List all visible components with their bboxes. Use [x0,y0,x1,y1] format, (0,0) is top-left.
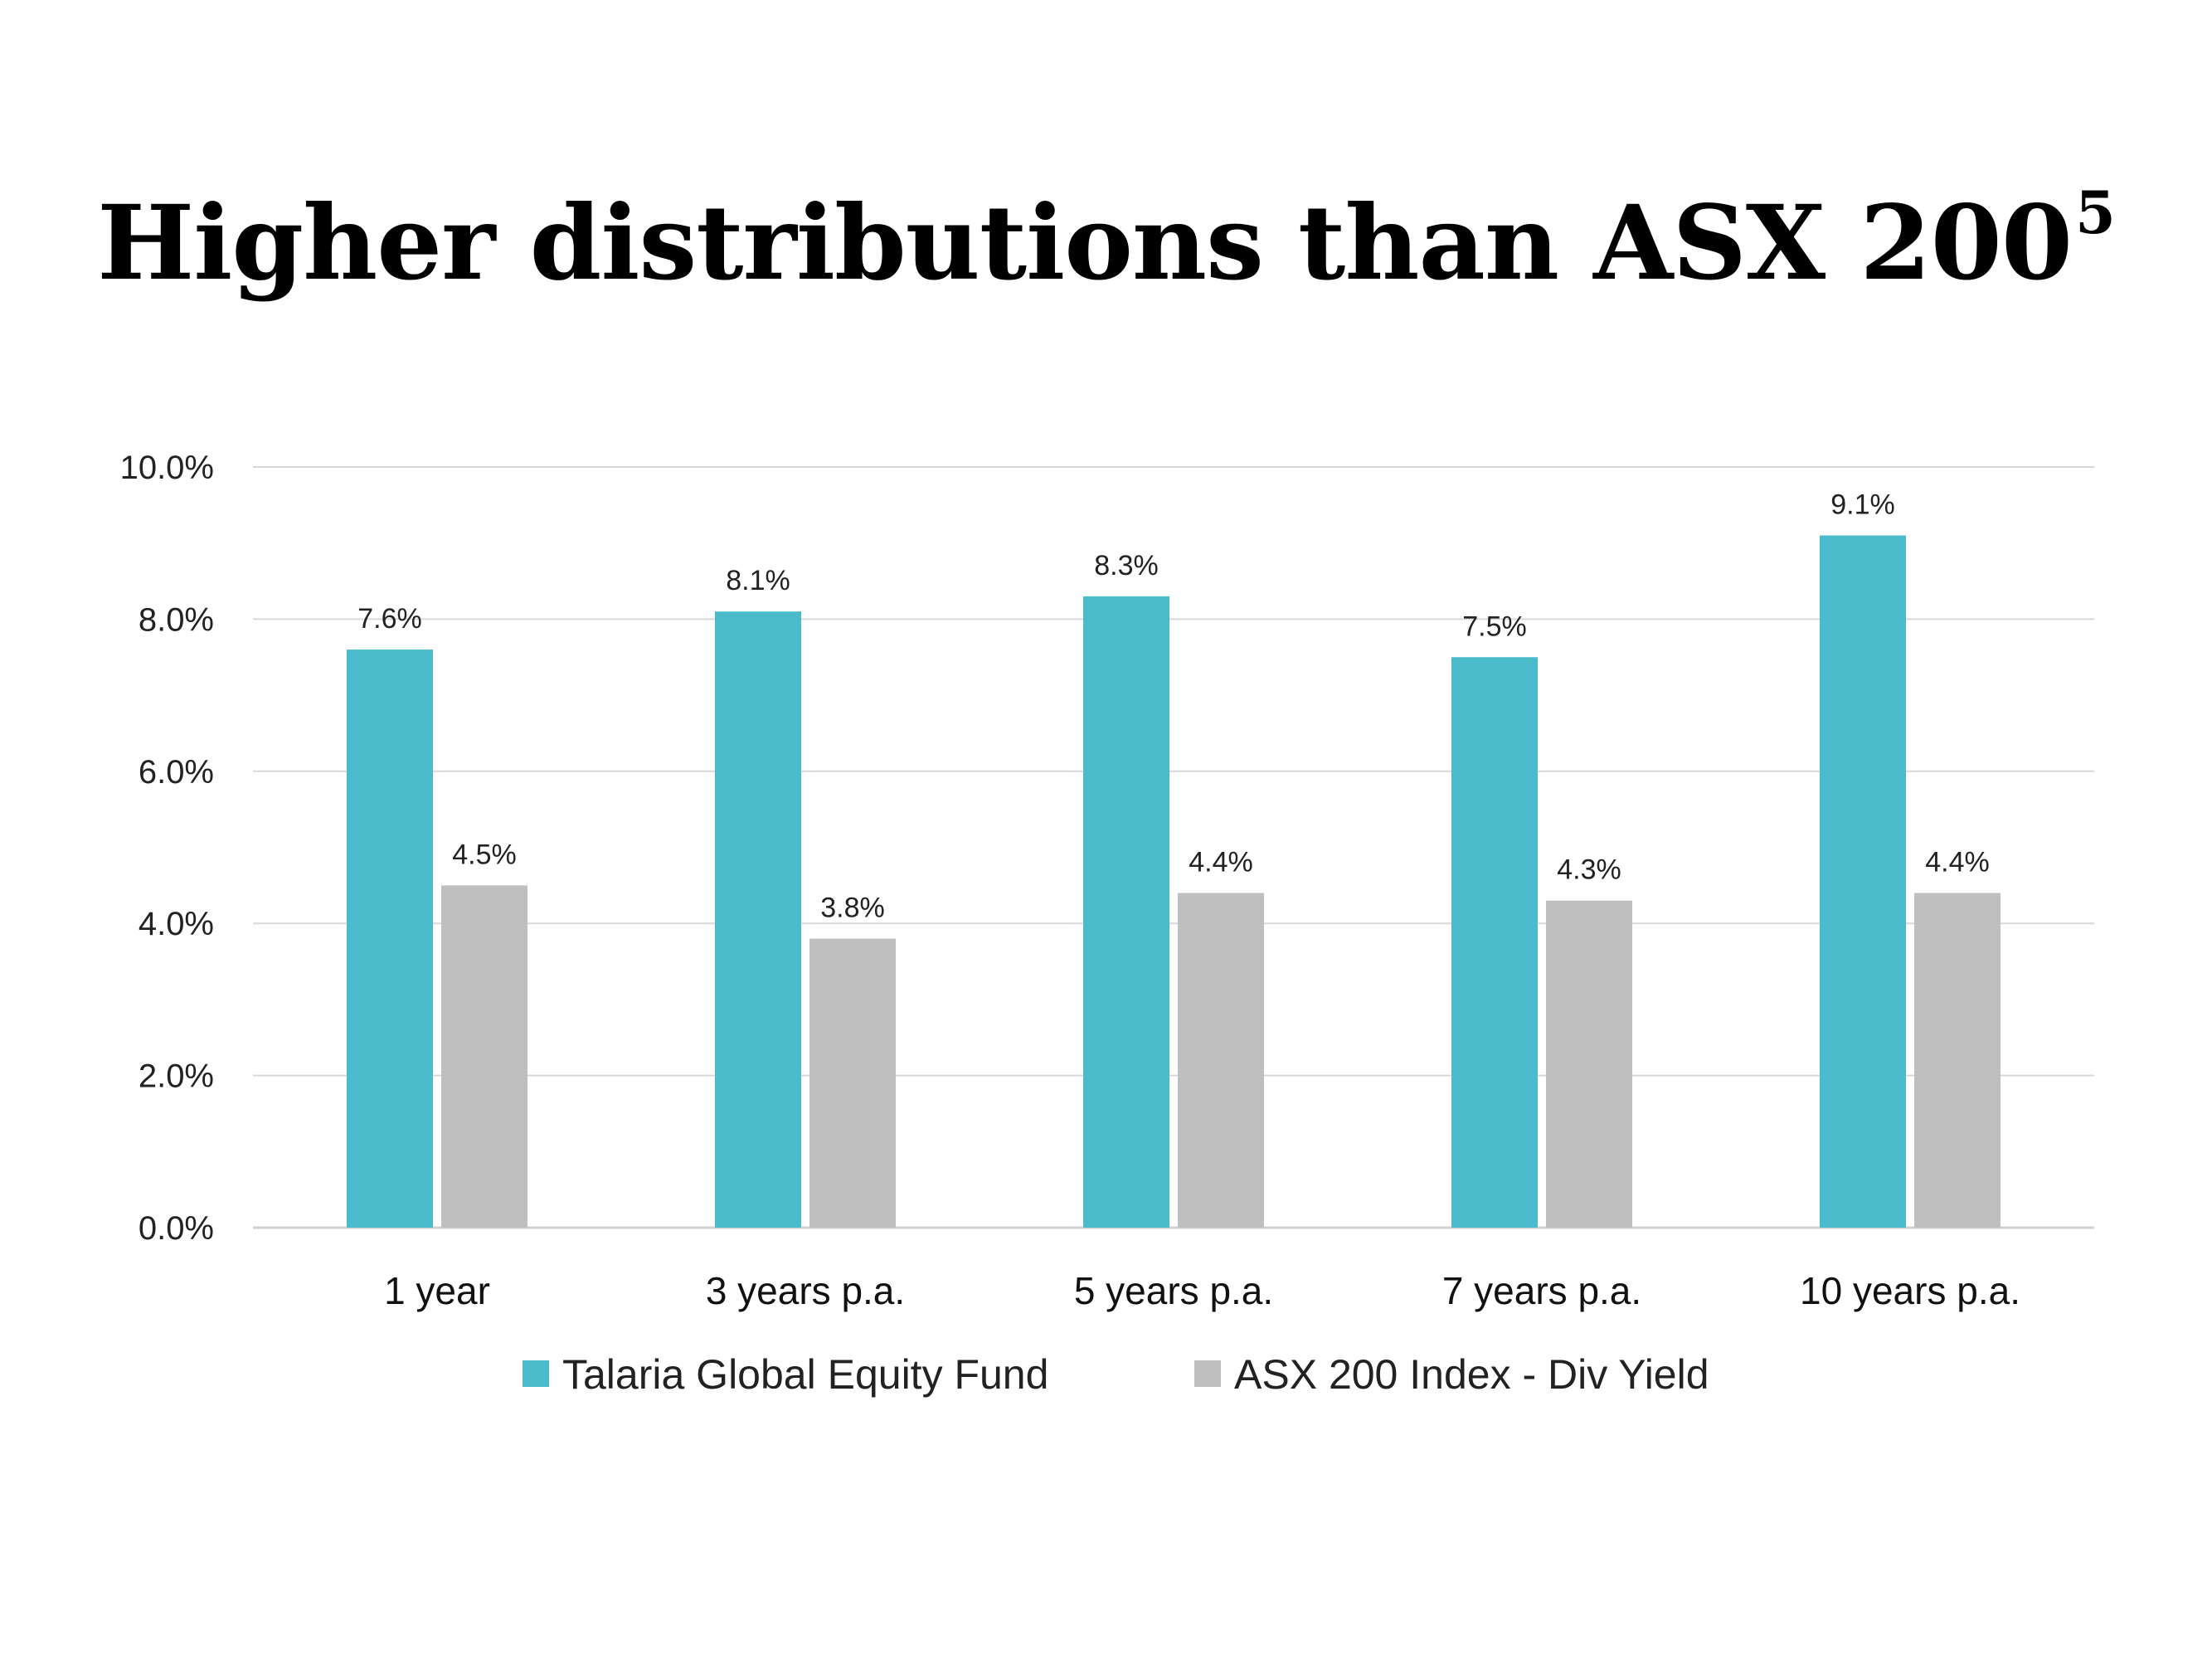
x-tick-label: 7 years p.a. [1442,1269,1641,1312]
data-label: 4.4% [1925,847,1990,878]
bar [1083,596,1169,1228]
title-superscript: 5 [2075,178,2116,247]
legend-label: Talaria Global Equity Fund [562,1351,1048,1398]
data-label: 7.6% [357,603,422,635]
data-label: 9.1% [1830,489,1895,521]
legend-label: ASX 200 Index - Div Yield [1234,1351,1709,1398]
data-label: 8.1% [726,565,790,596]
x-tick-label: 5 years p.a. [1074,1269,1273,1312]
y-tick-label: 4.0% [139,906,214,942]
legend-swatch [523,1360,549,1387]
x-tick-label: 1 year [384,1269,490,1312]
bar [1546,900,1632,1228]
data-label: 4.5% [452,839,517,870]
bar [1820,535,1906,1228]
y-tick-label: 8.0% [139,601,214,638]
data-label: 7.5% [1462,611,1527,642]
bar [809,938,896,1228]
x-tick-label: 3 years p.a. [706,1269,905,1312]
y-tick-label: 6.0% [139,754,214,791]
bar [441,885,527,1228]
chart-title-text: Higher distributions than ASX 200 [97,183,2073,304]
x-tick-label: 10 years p.a. [1800,1269,2020,1312]
y-tick-label: 10.0% [120,450,214,486]
legend-swatch [1194,1360,1221,1387]
bar [1178,893,1264,1228]
y-tick-label: 0.0% [139,1210,214,1247]
data-label: 4.4% [1189,847,1253,878]
bar [1914,893,2001,1228]
bar [347,649,433,1228]
bar [715,611,801,1228]
chart-title: Higher distributions than ASX 2005 [0,178,2212,304]
data-label: 4.3% [1557,854,1621,886]
y-tick-label: 2.0% [139,1058,214,1095]
bar [1451,657,1538,1228]
data-label: 3.8% [820,893,885,924]
data-label: 8.3% [1094,550,1159,581]
